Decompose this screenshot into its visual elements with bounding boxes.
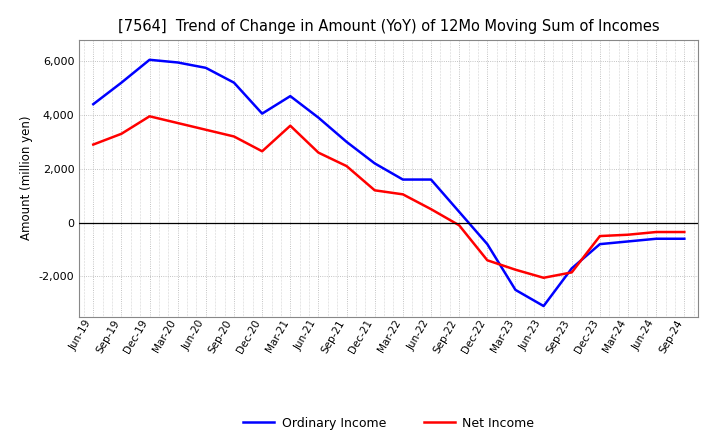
Net Income xyxy=(680,229,688,235)
Ordinary Income xyxy=(202,65,210,70)
Ordinary Income xyxy=(89,102,98,107)
Ordinary Income xyxy=(342,139,351,144)
Net Income xyxy=(230,134,238,139)
Ordinary Income xyxy=(174,60,182,65)
Net Income xyxy=(89,142,98,147)
Net Income xyxy=(624,232,632,237)
Ordinary Income xyxy=(399,177,408,182)
Net Income xyxy=(258,149,266,154)
Y-axis label: Amount (million yen): Amount (million yen) xyxy=(20,116,33,240)
Line: Net Income: Net Income xyxy=(94,116,684,278)
Net Income xyxy=(342,163,351,169)
Ordinary Income xyxy=(624,239,632,244)
Ordinary Income xyxy=(427,177,436,182)
Line: Ordinary Income: Ordinary Income xyxy=(94,60,684,306)
Ordinary Income xyxy=(370,161,379,166)
Net Income xyxy=(174,121,182,126)
Net Income xyxy=(286,123,294,128)
Ordinary Income xyxy=(230,80,238,85)
Ordinary Income xyxy=(680,236,688,242)
Ordinary Income xyxy=(455,209,464,214)
Legend: Ordinary Income, Net Income: Ordinary Income, Net Income xyxy=(238,412,539,435)
Ordinary Income xyxy=(511,287,520,293)
Net Income xyxy=(539,275,548,280)
Ordinary Income xyxy=(145,57,154,62)
Net Income xyxy=(511,267,520,272)
Ordinary Income xyxy=(539,304,548,309)
Net Income xyxy=(314,150,323,155)
Net Income xyxy=(483,258,492,263)
Net Income xyxy=(652,229,660,235)
Net Income xyxy=(145,114,154,119)
Net Income xyxy=(595,234,604,239)
Title: [7564]  Trend of Change in Amount (YoY) of 12Mo Moving Sum of Incomes: [7564] Trend of Change in Amount (YoY) o… xyxy=(118,19,660,34)
Net Income xyxy=(370,188,379,193)
Ordinary Income xyxy=(652,236,660,242)
Ordinary Income xyxy=(314,115,323,120)
Net Income xyxy=(427,206,436,212)
Ordinary Income xyxy=(483,242,492,247)
Net Income xyxy=(117,131,126,136)
Net Income xyxy=(567,270,576,275)
Ordinary Income xyxy=(258,111,266,116)
Ordinary Income xyxy=(117,80,126,85)
Net Income xyxy=(455,223,464,228)
Ordinary Income xyxy=(567,266,576,271)
Ordinary Income xyxy=(286,93,294,99)
Net Income xyxy=(399,192,408,197)
Net Income xyxy=(202,127,210,132)
Ordinary Income xyxy=(595,242,604,247)
